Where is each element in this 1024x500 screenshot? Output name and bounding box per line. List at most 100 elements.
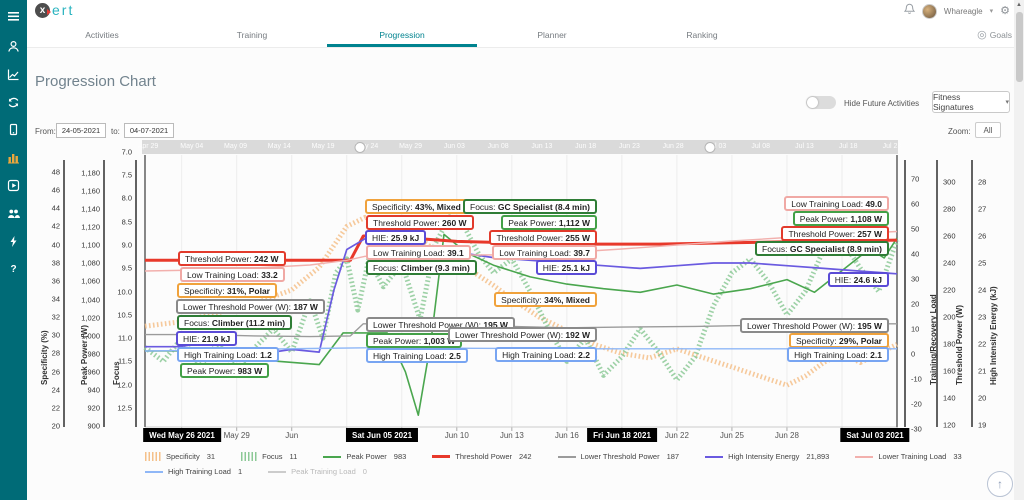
- axis-tick-trl: 50: [911, 224, 920, 234]
- sidebar-help-icon[interactable]: ?: [0, 256, 27, 280]
- legend-item-lower-threshold-power[interactable]: Lower Threshold Power 187: [557, 452, 680, 461]
- slider-date-label: May 09: [224, 143, 247, 150]
- tab-planner[interactable]: Planner: [537, 29, 567, 40]
- settings-gear-icon[interactable]: ⚙: [1000, 4, 1010, 17]
- sidebar-group-icon[interactable]: [0, 201, 27, 225]
- zoom-all-button[interactable]: All: [975, 122, 1001, 138]
- sidebar-bar-chart-icon[interactable]: [0, 145, 27, 169]
- axis-tick-trl: 0: [911, 349, 916, 359]
- callout-label: Peak Power:: [508, 218, 559, 228]
- chart-callout-hie: HIE: 25.9 kJ: [365, 230, 427, 245]
- tab-ranking[interactable]: Ranking: [686, 29, 718, 40]
- user-avatar[interactable]: [921, 3, 937, 19]
- user-menu-caret-icon[interactable]: ▾: [989, 8, 994, 15]
- username-menu[interactable]: Whareagle: [943, 6, 983, 16]
- chart-callout-hie: HIE: 25.1 kJ: [535, 260, 597, 275]
- legend-item-peak-power[interactable]: Peak Power 983: [323, 452, 406, 461]
- legend-name: Peak Power: [346, 452, 387, 461]
- callout-value: 2.2: [578, 350, 590, 360]
- sidebar-play-icon[interactable]: [0, 173, 27, 197]
- chart-callout-low-training-load: Low Training Load: 39.1: [366, 245, 471, 260]
- callout-value: 33.2: [261, 270, 278, 280]
- legend-item-focus[interactable]: Focus 11: [241, 452, 297, 461]
- slider-handle[interactable]: [704, 141, 716, 153]
- axis-title-peak: Peak Power (W): [80, 324, 89, 385]
- goals-button[interactable]: ◎ Goals: [977, 22, 1012, 48]
- axis-title-trl: Training/Recovery Load: [929, 294, 938, 385]
- sidebar-user-icon[interactable]: [0, 34, 27, 58]
- axis-tick-peak: 1,120: [81, 222, 100, 232]
- sidebar: ?: [0, 0, 27, 500]
- legend-value: 187: [666, 452, 680, 461]
- to-date-input[interactable]: [124, 123, 174, 138]
- legend-swatch: [557, 455, 576, 458]
- window-scrollbar[interactable]: ▲: [1014, 0, 1024, 500]
- axis-tick-peak: 1,020: [81, 313, 100, 323]
- callout-label: Peak Power:: [799, 214, 851, 224]
- chart-callout-specificity: Specificity: 43%, Mixed: [365, 199, 468, 214]
- legend-item-specificity[interactable]: Specificity 31: [145, 452, 215, 461]
- legend-item-peak-training-load[interactable]: Peak Training Load 0: [268, 467, 367, 476]
- callout-value: 31%, Polar: [227, 286, 270, 296]
- axis-tick-hie: 21: [978, 366, 987, 376]
- goals-target-icon: ◎: [977, 28, 987, 41]
- axis-tick-hie: 27: [978, 204, 987, 214]
- scrollbar-thumb[interactable]: [1015, 12, 1023, 82]
- axis-tick-spec: 26: [51, 367, 60, 377]
- notifications-bell-icon[interactable]: [903, 2, 916, 20]
- axis-tick-thr: 240: [943, 258, 956, 268]
- tab-training[interactable]: Training: [236, 29, 268, 40]
- axis-tick-thr: 300: [943, 177, 956, 187]
- legend-item-high-intensity-energy[interactable]: High Intensity Energy 21,893: [705, 452, 829, 461]
- callout-label: HIE:: [542, 263, 562, 273]
- scrollbar-up-arrow-icon[interactable]: ▲: [1016, 2, 1022, 8]
- axis-tick-peak: 1,040: [81, 295, 100, 304]
- axis-title-thr: Threshold Power (W): [955, 305, 964, 385]
- sidebar-sync-icon[interactable]: [0, 90, 27, 114]
- axis-tick-trl: 20: [911, 299, 920, 309]
- x-axis-label: Jun 13: [499, 431, 524, 440]
- xert-logo[interactable]: x ert: [35, 2, 74, 18]
- slider-handle[interactable]: [354, 141, 366, 153]
- legend-value: 31: [206, 452, 216, 461]
- legend-item-lower-training-load[interactable]: Lower Training Load 33: [855, 452, 962, 461]
- chart-callout-focus: Focus: Climber (11.2 min): [177, 315, 293, 330]
- chart-callout-high-training-load: High Training Load: 2.2: [495, 347, 597, 362]
- callout-value: 29%, Polar: [839, 336, 882, 346]
- callout-label: Low Training Load:: [499, 248, 574, 258]
- legend-value: 1: [237, 467, 243, 476]
- hide-future-toggle[interactable]: [806, 96, 836, 109]
- scroll-to-top-button[interactable]: ↑: [987, 471, 1013, 497]
- tab-activities[interactable]: Activities: [85, 29, 119, 40]
- sidebar-trend-icon[interactable]: [0, 62, 27, 86]
- fitness-signatures-dropdown[interactable]: Fitness Signatures ▾: [932, 91, 1010, 113]
- callout-value: 34%, Mixed: [544, 295, 590, 305]
- callout-value: 242 W: [253, 254, 279, 264]
- axis-tick-focus: 7.5: [121, 170, 132, 180]
- callout-label: Specificity:: [372, 202, 415, 212]
- callout-value: 24.6 kJ: [853, 275, 882, 285]
- date-range-slider[interactable]: Apr 29 May 04 May 09 May 14 May 19 May 24 May …: [138, 140, 901, 154]
- from-date-input[interactable]: [56, 123, 106, 138]
- slider-date-label: May 14: [267, 143, 291, 150]
- axis-title-spec: Specificity (%): [40, 330, 49, 385]
- callout-label: Lower Threshold Power (W):: [455, 330, 566, 340]
- axis-tick-spec: 32: [51, 312, 60, 322]
- callout-value: 255 W: [565, 233, 590, 243]
- legend-value: 0: [362, 467, 367, 476]
- chart-callout-threshold-power: Threshold Power: 260 W: [366, 215, 474, 230]
- axis-tick-focus: 12.5: [117, 403, 132, 413]
- x-axis-date-tooltip: Sat Jun 05 2021: [345, 428, 419, 442]
- axis-tick-spec: 42: [51, 221, 60, 231]
- legend-item-high-training-load[interactable]: High Training Load 1: [145, 467, 242, 476]
- callout-label: Low Training Load:: [373, 248, 448, 258]
- legend-item-threshold-power[interactable]: Threshold Power 242: [432, 452, 532, 461]
- chart-callout-low-training-load: Low Training Load: 49.0: [784, 196, 889, 211]
- chart-callout-lower-threshold-power-w-: Lower Threshold Power (W): 192 W: [448, 327, 597, 342]
- sidebar-mobile-icon[interactable]: [0, 117, 27, 141]
- tab-progression[interactable]: Progression: [327, 22, 477, 47]
- legend-name: Specificity: [166, 452, 200, 461]
- chart-callout-high-training-load: High Training Load: 1.2: [177, 347, 279, 362]
- sidebar-menu-icon[interactable]: [0, 4, 27, 28]
- sidebar-bolt-icon[interactable]: [0, 229, 27, 253]
